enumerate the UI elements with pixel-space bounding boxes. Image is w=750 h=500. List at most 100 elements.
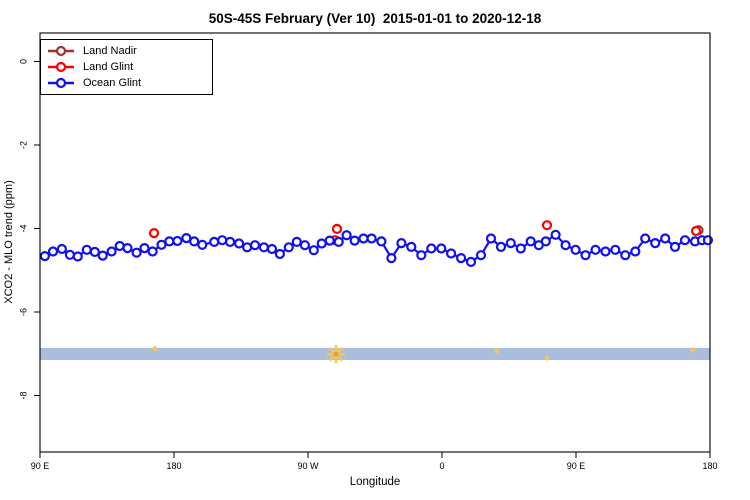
data-point (39, 251, 51, 262)
legend: Land Nadir Land Glint Ocean Glint (40, 39, 213, 95)
data-point (358, 233, 369, 244)
data-point (679, 235, 691, 246)
data-point (630, 246, 641, 257)
data-point (197, 239, 208, 250)
data-point (189, 236, 200, 247)
data-point (331, 223, 343, 234)
data-point (217, 235, 228, 246)
plot-box (39, 32, 711, 453)
x-tick-label: 90 E (567, 461, 586, 471)
data-point (266, 243, 278, 255)
legend-label: Land Glint (83, 60, 134, 73)
data-point (122, 243, 133, 254)
chart-title: 50S-45S February (Ver 10) 2015-01-01 to … (208, 11, 542, 26)
data-point (316, 238, 327, 249)
legend-item-ocean-glint: Ocean Glint (46, 76, 206, 91)
data-point (209, 236, 220, 247)
data-point (81, 244, 92, 255)
flag-star-icon (326, 344, 346, 364)
data-point (376, 236, 387, 247)
data-point (525, 236, 536, 247)
data-point (610, 244, 621, 255)
data-point (396, 238, 407, 249)
data-point (690, 225, 702, 237)
data-point (550, 229, 561, 240)
y-tick-label: -4 (18, 224, 28, 232)
land-nadir-marker-icon (48, 45, 74, 57)
data-point (324, 235, 335, 246)
land-glint-marker-icon (48, 61, 74, 73)
data-point (234, 238, 245, 249)
plot-border (39, 32, 711, 453)
data-point (97, 250, 108, 261)
data-point (515, 243, 526, 254)
ocean-glint-marker-icon (48, 77, 74, 89)
x-tick-label: 0 (439, 461, 444, 471)
data-point (299, 240, 310, 251)
data-point (349, 235, 360, 246)
x-tick-label: 180 (166, 461, 181, 471)
data-point (258, 242, 269, 253)
data-point (156, 239, 167, 250)
data-point (341, 230, 352, 241)
y-tick-label: 0 (18, 59, 28, 64)
y-tick-label: -6 (18, 308, 28, 316)
reference-band (40, 347, 710, 361)
data-point (89, 246, 100, 257)
data-point (620, 250, 631, 261)
flag-dot-icon (543, 354, 551, 362)
flag-markers (151, 344, 697, 364)
data-point (541, 220, 553, 231)
data-point (660, 233, 671, 244)
data-point (242, 242, 253, 253)
legend-label: Land Nadir (83, 44, 137, 57)
data-point (600, 246, 611, 257)
data-point (72, 251, 83, 262)
data-point (495, 241, 507, 252)
data-point (505, 238, 516, 249)
y-tick-label: -8 (18, 391, 28, 399)
data-point (560, 240, 571, 251)
data-point (225, 236, 236, 247)
data-point (650, 238, 661, 249)
data-point (308, 245, 319, 256)
data-point (485, 233, 497, 244)
data-point (47, 246, 59, 257)
legend-item-land-glint: Land Glint (46, 60, 206, 75)
x-axis-title: Longitude (349, 476, 401, 488)
legend-item-land-nadir: Land Nadir (46, 44, 206, 59)
band-rect (40, 347, 710, 361)
x-tick-label: 90 W (297, 461, 319, 471)
data-point (164, 236, 175, 247)
data-point (274, 248, 285, 260)
data-point (416, 250, 427, 261)
data-point (426, 243, 437, 254)
data-point (580, 250, 591, 261)
data-point (249, 240, 261, 251)
x-tick-label: 180 (702, 461, 717, 471)
data-point (465, 256, 477, 267)
data-point (283, 242, 294, 253)
x-axis: 90 E 180 90 W 0 90 E 180 (31, 452, 718, 471)
data-point (640, 233, 651, 244)
data-point (590, 244, 601, 255)
data-point (570, 244, 581, 255)
legend-label: Ocean Glint (83, 76, 142, 89)
flag-dot-icon (493, 347, 501, 354)
data-point (106, 246, 117, 257)
y-axis: 0 -2 -4 -6 -8 (18, 59, 40, 400)
y-tick-label: -2 (18, 141, 28, 149)
data-point (333, 236, 344, 247)
data-point (147, 246, 158, 257)
data-point (406, 241, 417, 252)
data-point (456, 253, 467, 264)
flag-dot-icon (689, 346, 697, 354)
data-point (139, 243, 150, 254)
data-point (669, 241, 681, 252)
x-tick-label: 90 E (31, 461, 50, 471)
data-point (702, 235, 714, 246)
series-ocean-glint (39, 229, 714, 267)
data-point (540, 236, 551, 247)
